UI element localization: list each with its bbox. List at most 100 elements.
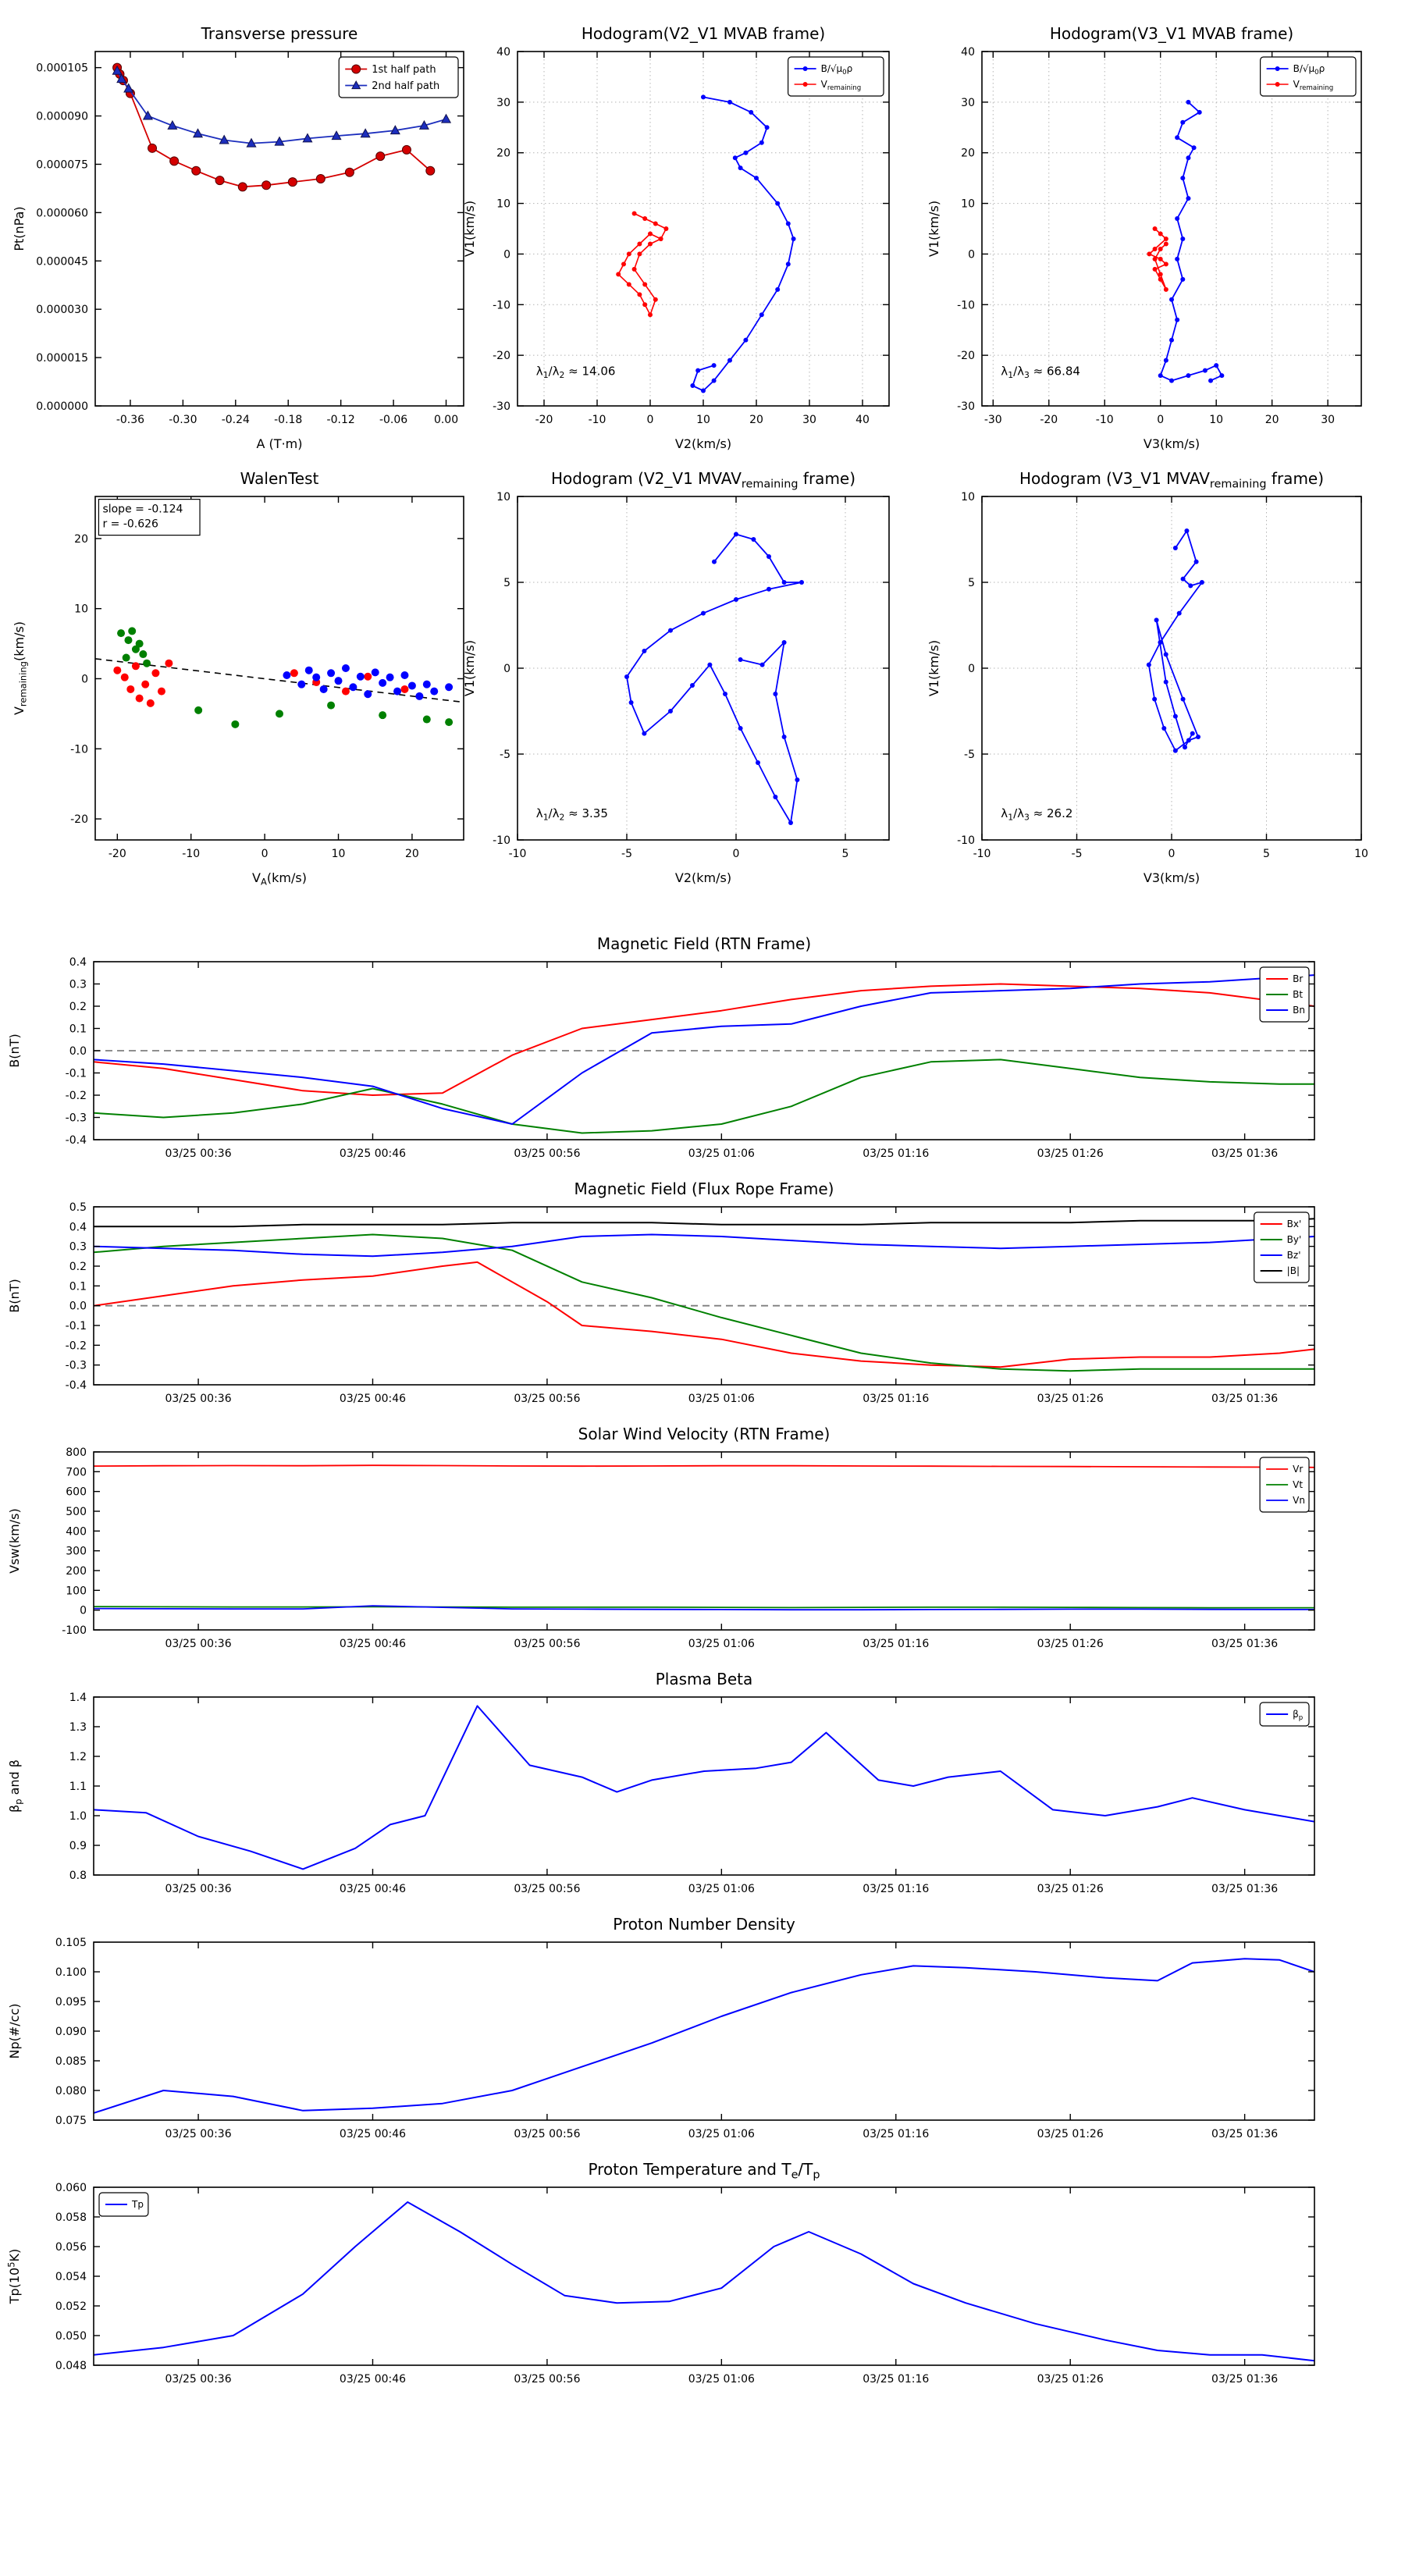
svg-text:03/25 00:56: 03/25 00:56 <box>514 1147 580 1160</box>
svg-text:0.085: 0.085 <box>55 2055 87 2068</box>
svg-text:03/25 01:06: 03/25 01:06 <box>688 1393 755 1405</box>
svg-text:Tp: Tp <box>131 2199 144 2210</box>
walen-ylabel: Vremaining(km/s) <box>12 621 29 715</box>
hodo2-xlabel: V2(km/s) <box>675 436 731 451</box>
svg-text:βp: βp <box>1293 1709 1303 1722</box>
hodo3-xlabel: V3(km/s) <box>1144 436 1200 451</box>
svg-text:0.0: 0.0 <box>69 1045 87 1058</box>
svg-text:-20: -20 <box>70 813 88 826</box>
svg-text:30: 30 <box>1321 414 1335 426</box>
beta-legend: βp <box>1259 1702 1310 1727</box>
svg-text:1.2: 1.2 <box>69 1751 87 1763</box>
svg-text:-10: -10 <box>973 848 991 860</box>
svg-text:-10: -10 <box>70 743 88 756</box>
svg-text:03/25 01:16: 03/25 01:16 <box>863 1393 929 1405</box>
hodo2-series-0 <box>692 96 795 392</box>
svg-text:0.052: 0.052 <box>55 2300 87 2313</box>
svg-text:400: 400 <box>66 1525 87 1538</box>
svg-text:03/25 01:36: 03/25 01:36 <box>1211 1147 1278 1160</box>
svg-text:5: 5 <box>842 848 849 860</box>
svg-text:10: 10 <box>332 848 346 860</box>
svg-text:0: 0 <box>1157 414 1164 426</box>
svg-text:-20: -20 <box>493 350 510 362</box>
svg-text:0.3: 0.3 <box>69 1241 87 1254</box>
svg-text:0.000105: 0.000105 <box>36 62 88 75</box>
svg-text:0: 0 <box>503 663 510 675</box>
svg-text:Vremaining: Vremaining <box>821 79 862 92</box>
svg-text:300: 300 <box>66 1546 87 1558</box>
svg-text:Vn: Vn <box>1293 1495 1305 1506</box>
np-axes <box>93 1941 1315 2121</box>
svg-text:1.1: 1.1 <box>69 1781 87 1793</box>
svg-text:0.054: 0.054 <box>55 2271 87 2283</box>
vsw-series-1 <box>94 1606 1314 1609</box>
svg-text:0: 0 <box>733 848 740 860</box>
svg-text:20: 20 <box>1265 414 1279 426</box>
b_fr-legend: Bx' By' Bz' |B| <box>1254 1212 1310 1283</box>
b_fr-series-0 <box>94 1261 1314 1368</box>
svg-text:03/25 01:16: 03/25 01:16 <box>863 2373 929 2386</box>
svg-text:03/25 01:16: 03/25 01:16 <box>863 1147 929 1160</box>
tp-title: Proton Temperature and Te/Tp <box>588 2160 820 2181</box>
b_fr-series-3 <box>94 1218 1314 1228</box>
tp-legend: Tp <box>98 2192 149 2217</box>
svg-text:0.8: 0.8 <box>69 1870 87 1882</box>
svg-text:03/25 01:06: 03/25 01:06 <box>688 1147 755 1160</box>
svg-text:03/25 01:26: 03/25 01:26 <box>1037 2128 1104 2140</box>
svg-text:100: 100 <box>66 1585 87 1597</box>
hodo6-xlabel: V3(km/s) <box>1144 870 1200 885</box>
svg-text:03/25 01:16: 03/25 01:16 <box>863 1638 929 1650</box>
hodo3-axes <box>981 51 1362 407</box>
svg-text:03/25 01:26: 03/25 01:26 <box>1037 1638 1104 1650</box>
svg-text:03/25 00:36: 03/25 00:36 <box>165 2373 231 2386</box>
svg-text:0.000075: 0.000075 <box>36 158 88 171</box>
hodo3-annotation-0: λ1/λ3 ≈ 66.84 <box>1001 365 1080 380</box>
hodo5-annotation-0: λ1/λ2 ≈ 3.35 <box>536 806 608 822</box>
svg-text:10: 10 <box>1209 414 1223 426</box>
svg-text:5: 5 <box>503 577 510 589</box>
hodo5-xlabel: V2(km/s) <box>675 870 731 885</box>
svg-text:10: 10 <box>74 603 88 616</box>
svg-text:03/25 01:26: 03/25 01:26 <box>1037 1393 1104 1405</box>
transverse-pressure-chart: -0.36 -0.30 -0.24 -0.18 -0.12 -0.06 0.00 0.0000… <box>8 14 476 462</box>
svg-text:-0.24: -0.24 <box>222 414 250 426</box>
svg-text:-5: -5 <box>964 749 975 761</box>
svg-text:0.050: 0.050 <box>55 2330 87 2343</box>
svg-text:0: 0 <box>968 663 975 675</box>
svg-text:B/√μ0ρ: B/√μ0ρ <box>1293 63 1325 76</box>
walen-annotation-0: r = -0.626 <box>102 518 158 531</box>
svg-text:03/25 00:56: 03/25 00:56 <box>514 1393 580 1405</box>
pt-xlabel: A (T·m) <box>257 436 303 451</box>
svg-text:-10: -10 <box>1096 414 1114 426</box>
svg-text:0.075: 0.075 <box>55 2115 87 2127</box>
svg-text:700: 700 <box>66 1466 87 1478</box>
svg-text:0.090: 0.090 <box>55 2026 87 2038</box>
svg-text:20: 20 <box>405 848 419 860</box>
svg-text:-5: -5 <box>621 848 632 860</box>
svg-text:-0.36: -0.36 <box>116 414 144 426</box>
walen-axes <box>94 496 464 841</box>
np-title: Proton Number Density <box>613 1915 795 1934</box>
svg-text:-0.2: -0.2 <box>66 1090 87 1102</box>
svg-text:0: 0 <box>647 414 654 426</box>
svg-text:0.3: 0.3 <box>69 979 87 991</box>
hodo6-title: Hodogram (V3_V1 MVAVremaining frame) <box>1019 469 1324 490</box>
svg-text:03/25 00:46: 03/25 00:46 <box>340 2373 406 2386</box>
hodo2-legend: B/√μ0ρ Vremaining <box>788 56 884 97</box>
b_fr-ylabel: B(nT) <box>7 1279 22 1312</box>
hodo3-title: Hodogram(V3_V1 MVAB frame) <box>1050 24 1293 43</box>
svg-text:-20: -20 <box>957 350 975 362</box>
svg-text:10: 10 <box>1354 848 1368 860</box>
svg-text:0.105: 0.105 <box>55 1937 87 1949</box>
b_rtn-series-1 <box>94 1059 1314 1134</box>
svg-text:0.000060: 0.000060 <box>36 207 88 219</box>
svg-text:0.000090: 0.000090 <box>36 111 88 123</box>
svg-text:2nd half path: 2nd half path <box>372 80 439 92</box>
svg-text:20: 20 <box>749 414 763 426</box>
svg-text:0.1: 0.1 <box>69 1280 87 1293</box>
svg-text:0.2: 0.2 <box>69 1261 87 1273</box>
plasma-beta-chart: 03/25 00:36 03/25 00:46 03/25 00:56 03/25 0… <box>0 1661 1327 1914</box>
svg-text:0: 0 <box>261 848 269 860</box>
svg-text:10: 10 <box>696 414 710 426</box>
walen-test-chart: -20 -10 0 10 20 -20 -10 0 10 20 WalenTest VA(km/s) V… <box>8 462 476 899</box>
